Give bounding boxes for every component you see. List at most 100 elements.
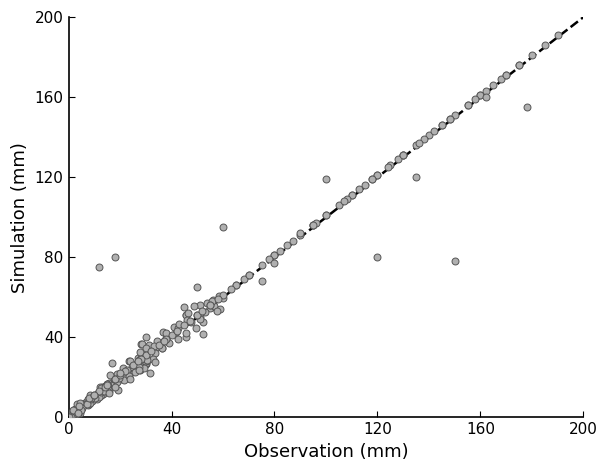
Point [93, 389, 102, 396]
Point [172, 328, 181, 335]
Point [136, 355, 146, 363]
Point [104, 387, 114, 395]
Point [321, 211, 331, 219]
Point [192, 312, 202, 319]
Point [69, 411, 79, 419]
Point [102, 380, 112, 388]
Point [103, 386, 113, 393]
Point [189, 302, 199, 309]
Point [145, 369, 155, 376]
Point [124, 371, 133, 378]
Point [157, 345, 167, 352]
Point [205, 302, 215, 309]
Point [295, 229, 305, 237]
Point [360, 182, 370, 189]
Point [69, 407, 79, 414]
Point [83, 395, 93, 403]
Point [112, 378, 122, 386]
Point [141, 358, 150, 366]
Point [257, 278, 267, 285]
Point [195, 313, 205, 320]
Point [125, 375, 135, 383]
Point [90, 392, 99, 399]
Point [138, 361, 148, 368]
Point [100, 387, 110, 394]
Point [157, 344, 167, 352]
Point [164, 339, 174, 346]
Point [113, 375, 123, 383]
Point [105, 389, 114, 396]
Point [141, 357, 150, 364]
Point [218, 224, 228, 231]
Point [373, 171, 382, 179]
Point [185, 318, 194, 325]
Point [160, 337, 169, 345]
Point [383, 163, 393, 171]
Point [95, 383, 105, 391]
Point [476, 92, 485, 99]
Point [398, 152, 408, 159]
Point [113, 371, 122, 378]
Point [99, 388, 109, 395]
Point [437, 121, 447, 129]
Point [450, 258, 460, 265]
Point [128, 362, 138, 369]
Point [195, 301, 205, 309]
Point [146, 348, 156, 355]
Point [71, 411, 80, 418]
Point [85, 394, 94, 401]
Point [195, 315, 205, 322]
Point [212, 306, 222, 313]
Point [501, 71, 511, 79]
Point [112, 375, 122, 383]
Point [183, 316, 192, 323]
Y-axis label: Simulation (mm): Simulation (mm) [11, 142, 29, 293]
Point [141, 351, 150, 358]
Point [65, 413, 75, 421]
Point [109, 375, 119, 382]
X-axis label: Observation (mm): Observation (mm) [244, 443, 408, 461]
Point [197, 308, 207, 315]
Point [445, 116, 454, 123]
Point [208, 296, 218, 303]
Point [373, 171, 382, 179]
Point [141, 352, 150, 359]
Point [94, 263, 104, 271]
Point [308, 221, 318, 229]
Point [115, 370, 125, 377]
Point [70, 405, 80, 413]
Point [72, 409, 82, 417]
Point [161, 329, 171, 337]
Point [398, 152, 408, 159]
Point [141, 361, 150, 368]
Point [78, 401, 88, 409]
Point [115, 371, 125, 379]
Point [476, 92, 485, 99]
Point [308, 221, 318, 229]
Point [110, 253, 120, 261]
Point [141, 354, 150, 361]
Point [134, 363, 144, 371]
Point [283, 242, 292, 249]
Point [192, 312, 202, 319]
Point [414, 139, 423, 147]
Point [133, 358, 143, 365]
Point [463, 101, 473, 109]
Point [140, 357, 150, 364]
Point [100, 384, 110, 391]
Point [144, 341, 153, 348]
Point [102, 382, 112, 389]
Point [141, 354, 150, 362]
Point [122, 366, 132, 373]
Point [136, 340, 146, 347]
Point [115, 375, 125, 383]
Point [76, 399, 85, 407]
Point [65, 413, 74, 421]
Point [124, 372, 133, 380]
Point [514, 61, 524, 69]
Point [153, 337, 163, 345]
Point [109, 379, 119, 387]
Point [203, 299, 213, 306]
Point [86, 396, 96, 404]
Point [198, 330, 208, 337]
